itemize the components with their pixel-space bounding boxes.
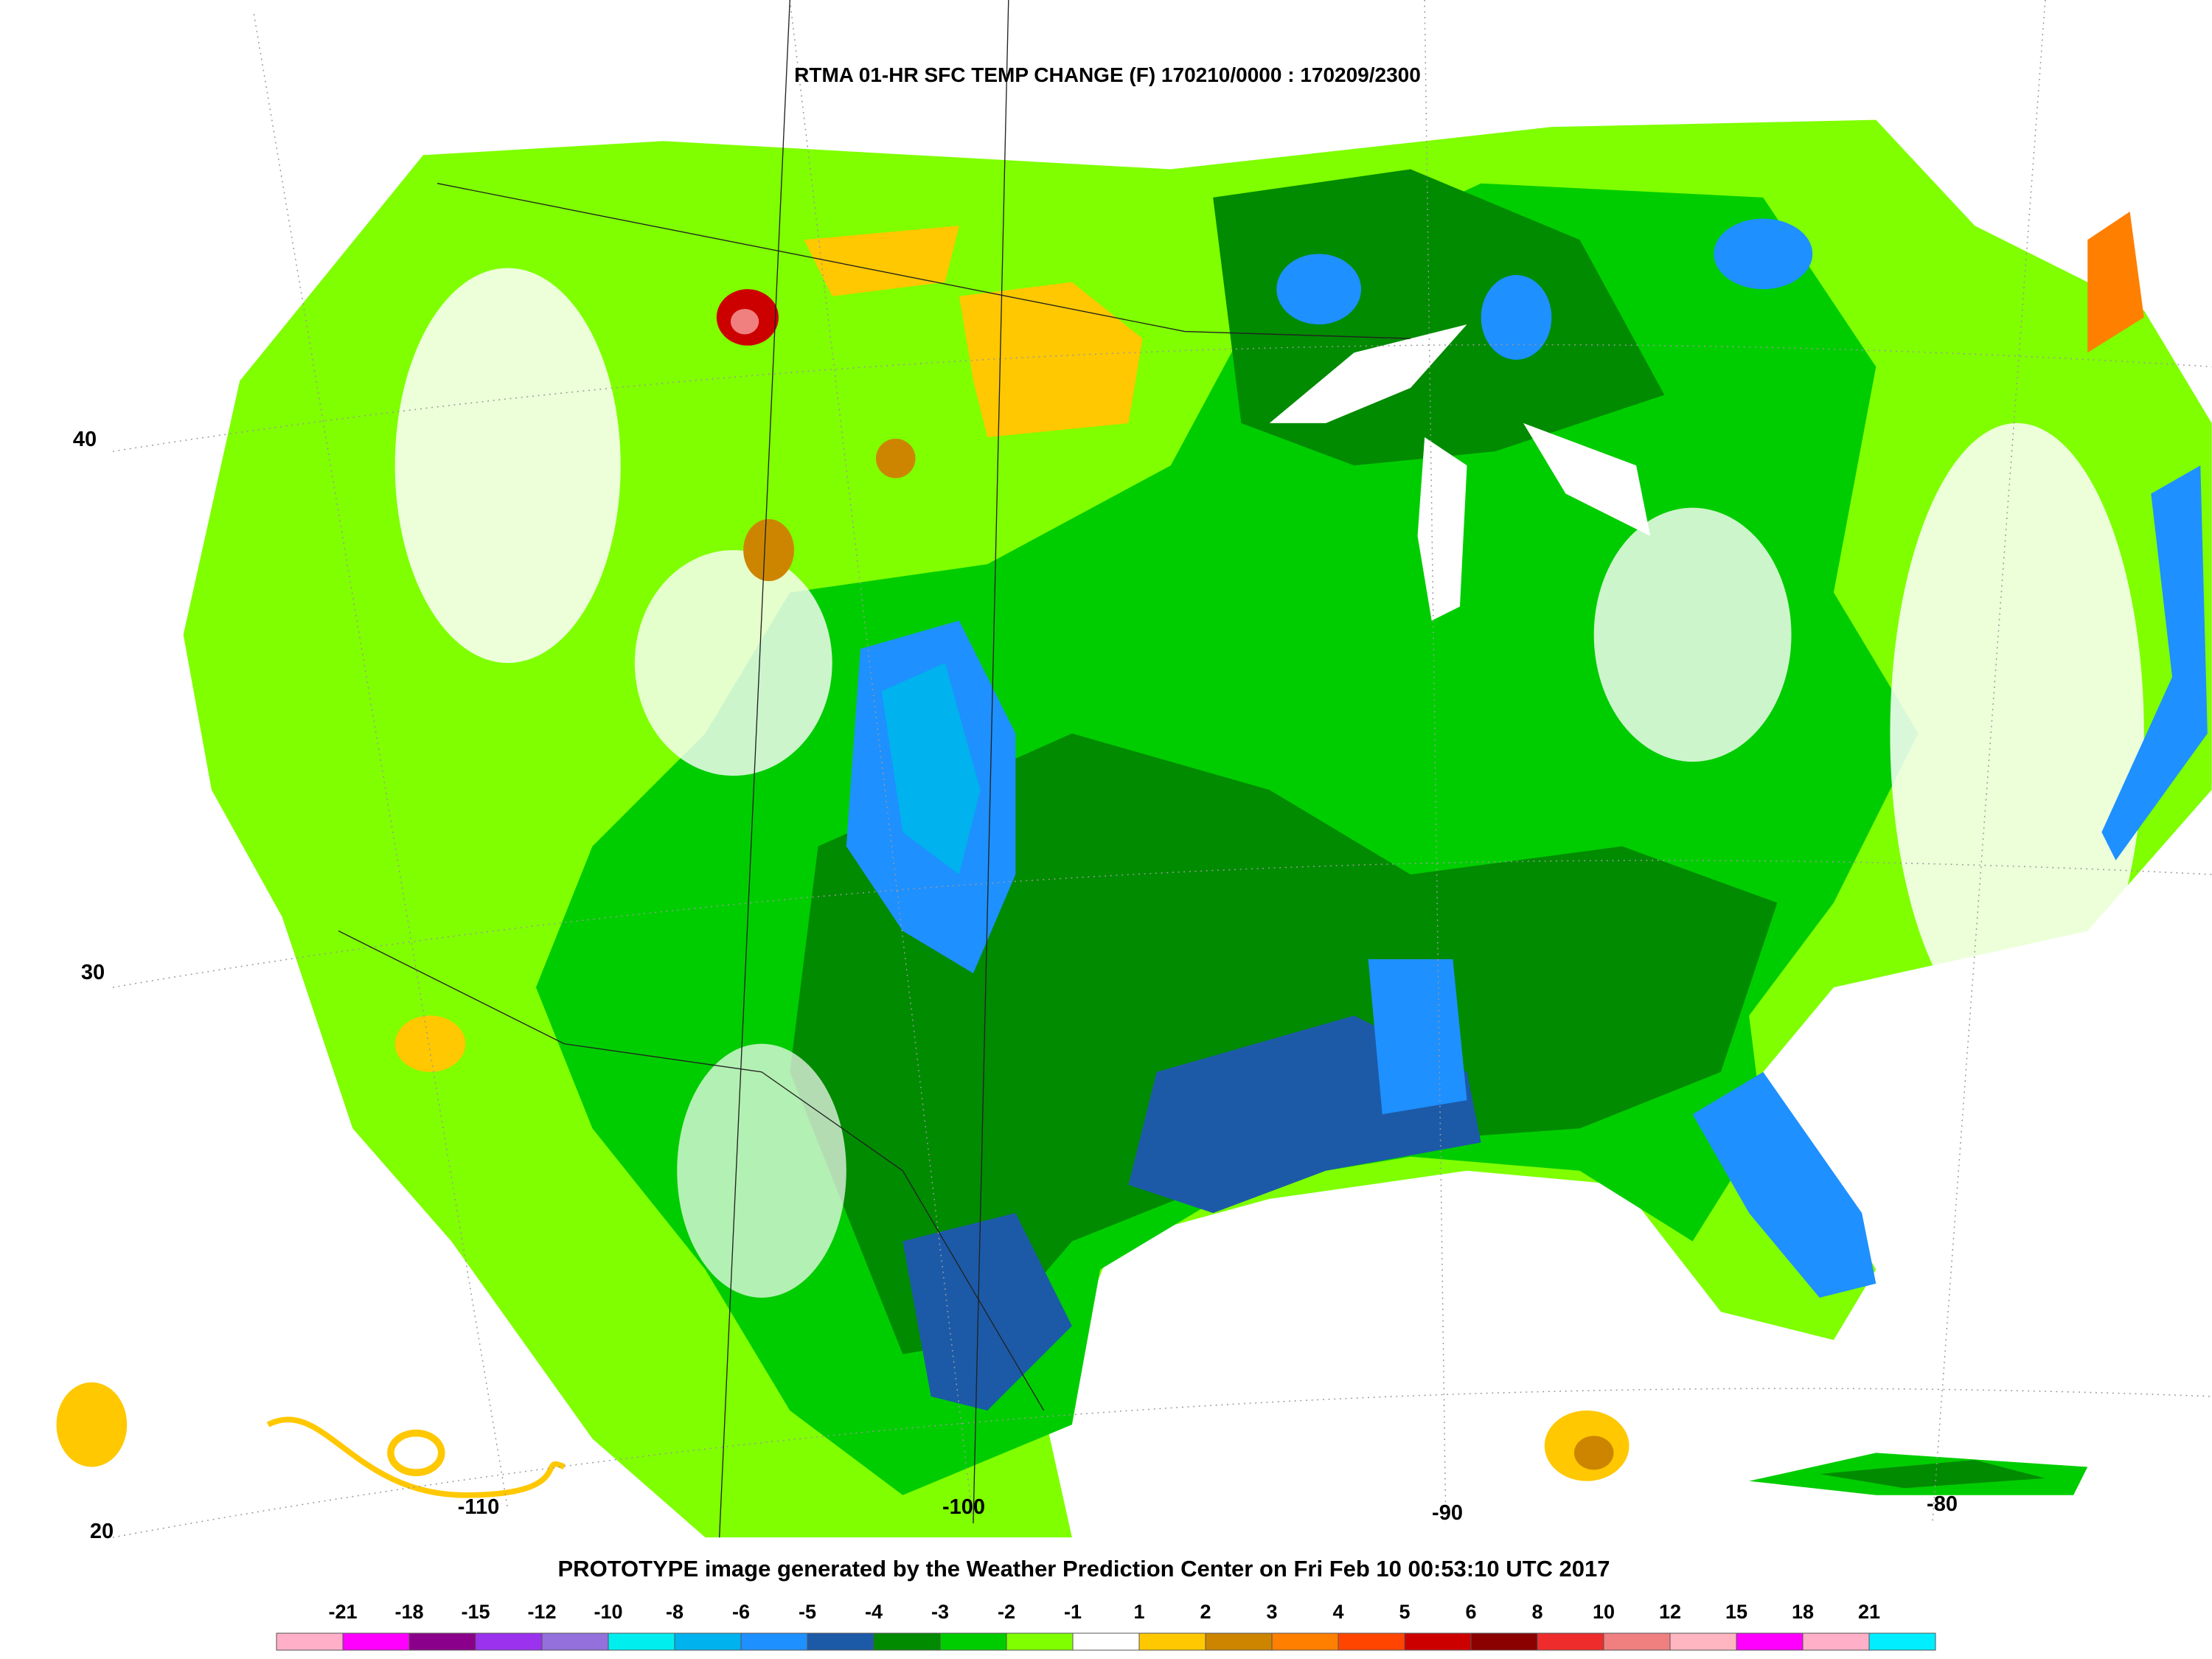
patch-blue xyxy=(1368,959,1467,1115)
lake xyxy=(1417,437,1467,621)
legend-label: -5 xyxy=(799,1601,816,1623)
grid-line xyxy=(1424,0,1447,1524)
longitude-label: -100 xyxy=(942,1495,985,1519)
legend-swatch xyxy=(1868,1632,1936,1651)
legend-swatch xyxy=(541,1632,609,1651)
legend-label: 10 xyxy=(1593,1601,1615,1623)
legend-swatch xyxy=(1736,1632,1804,1651)
legend-swatch xyxy=(740,1632,808,1651)
legend-label: -12 xyxy=(527,1601,556,1623)
legend-swatch xyxy=(408,1632,476,1651)
legend-label: -6 xyxy=(732,1601,750,1623)
legend-label: 8 xyxy=(1531,1601,1543,1623)
legend-swatch xyxy=(342,1632,410,1651)
border xyxy=(718,0,790,1538)
legend-label: 5 xyxy=(1399,1601,1410,1623)
legend-swatch xyxy=(1404,1632,1472,1651)
latitude-label: 30 xyxy=(81,961,105,984)
patch-yellow xyxy=(394,1015,466,1072)
patch-blue xyxy=(1481,275,1552,360)
legend-label: 6 xyxy=(1465,1601,1476,1623)
longitude-label: -110 xyxy=(458,1495,499,1519)
grid-line xyxy=(112,860,2212,988)
legend-swatch xyxy=(1470,1632,1538,1651)
patch-pink xyxy=(730,308,759,335)
patch-blue xyxy=(1276,254,1362,324)
legend-swatch xyxy=(1072,1632,1140,1651)
legend-swatch xyxy=(873,1632,941,1651)
legend-swatch xyxy=(939,1632,1007,1651)
legend-swatch xyxy=(1537,1632,1604,1651)
legend-label: -1 xyxy=(1064,1601,1082,1623)
legend: -21 -18 -15 -12 -10 -8 -6 -5 -4 -3 -2 -1 1 2 3 4 5 6 8 10 12… xyxy=(276,1601,1936,1651)
legend-swatch xyxy=(1205,1632,1273,1651)
patch-blue xyxy=(2101,465,2208,860)
legend-swatch xyxy=(1669,1632,1737,1651)
legend-label: -21 xyxy=(328,1601,357,1623)
legend-swatch xyxy=(1138,1632,1206,1651)
patch-yellow xyxy=(959,282,1143,438)
legend-label: 3 xyxy=(1266,1601,1277,1623)
legend-label: -15 xyxy=(461,1601,490,1623)
patch-cyan xyxy=(881,663,981,875)
lake xyxy=(1523,422,1651,536)
map-title: RTMA 01-HR SFC TEMP CHANGE (F) 170210/00… xyxy=(794,63,1421,86)
footer-text: PROTOTYPE image generated by the Weather… xyxy=(558,1556,1610,1582)
grid-line xyxy=(112,344,2212,452)
map xyxy=(56,0,2212,1538)
patch-white xyxy=(1890,422,2144,1044)
latitude-label: 20 xyxy=(90,1520,114,1543)
patch-blue xyxy=(1692,1071,1877,1298)
border xyxy=(973,0,1009,1524)
legend-label: -10 xyxy=(594,1601,622,1623)
legend-swatch xyxy=(1006,1632,1074,1651)
patch-orange xyxy=(1573,1436,1614,1470)
legend-label: -3 xyxy=(931,1601,949,1623)
patch-orange xyxy=(743,518,795,582)
latitude-label: 40 xyxy=(73,428,97,451)
legend-swatch xyxy=(1338,1632,1405,1651)
legend-swatch xyxy=(1802,1632,1870,1651)
patch-white xyxy=(634,550,832,776)
longitude-label: -90 xyxy=(1432,1501,1463,1525)
legend-label: -8 xyxy=(666,1601,684,1623)
border xyxy=(437,183,1411,339)
legend-swatch xyxy=(1271,1632,1339,1651)
patch-white xyxy=(394,268,621,664)
legend-label: 21 xyxy=(1858,1601,1880,1623)
patch-blue xyxy=(902,1213,1072,1411)
legend-swatch xyxy=(608,1632,675,1651)
coordinate-labels: 40 30 20 -110 -100 -90 -80 xyxy=(73,428,1958,1543)
legend-label: 12 xyxy=(1659,1601,1681,1623)
legend-label: -4 xyxy=(865,1601,883,1623)
legend-label: 15 xyxy=(1725,1601,1747,1623)
legend-swatch xyxy=(1603,1632,1671,1651)
legend-label: -2 xyxy=(998,1601,1015,1623)
patch-cuba xyxy=(1819,1459,2045,1489)
lake xyxy=(1269,324,1467,423)
grid-line xyxy=(1932,0,2046,1524)
legend-label: 18 xyxy=(1792,1601,1814,1623)
border xyxy=(338,930,1045,1411)
patch-blue xyxy=(1714,218,1813,290)
longitude-label: -80 xyxy=(1927,1492,1958,1516)
ring-yellow xyxy=(387,1429,445,1476)
legend-label: 4 xyxy=(1332,1601,1343,1623)
legend-swatch xyxy=(276,1632,344,1651)
legend-label: 1 xyxy=(1133,1601,1144,1623)
patch-white xyxy=(1593,507,1792,762)
patch-yellow xyxy=(56,1382,128,1467)
legend-swatch xyxy=(475,1632,543,1651)
patch-white xyxy=(677,1043,846,1298)
legend-label: -18 xyxy=(394,1601,423,1623)
band-yellow xyxy=(266,1416,566,1498)
legend-label: 2 xyxy=(1200,1601,1211,1623)
patch-orange xyxy=(2087,211,2144,353)
patch-orange xyxy=(875,438,916,479)
legend-swatch xyxy=(807,1632,874,1651)
legend-swatch xyxy=(674,1632,742,1651)
